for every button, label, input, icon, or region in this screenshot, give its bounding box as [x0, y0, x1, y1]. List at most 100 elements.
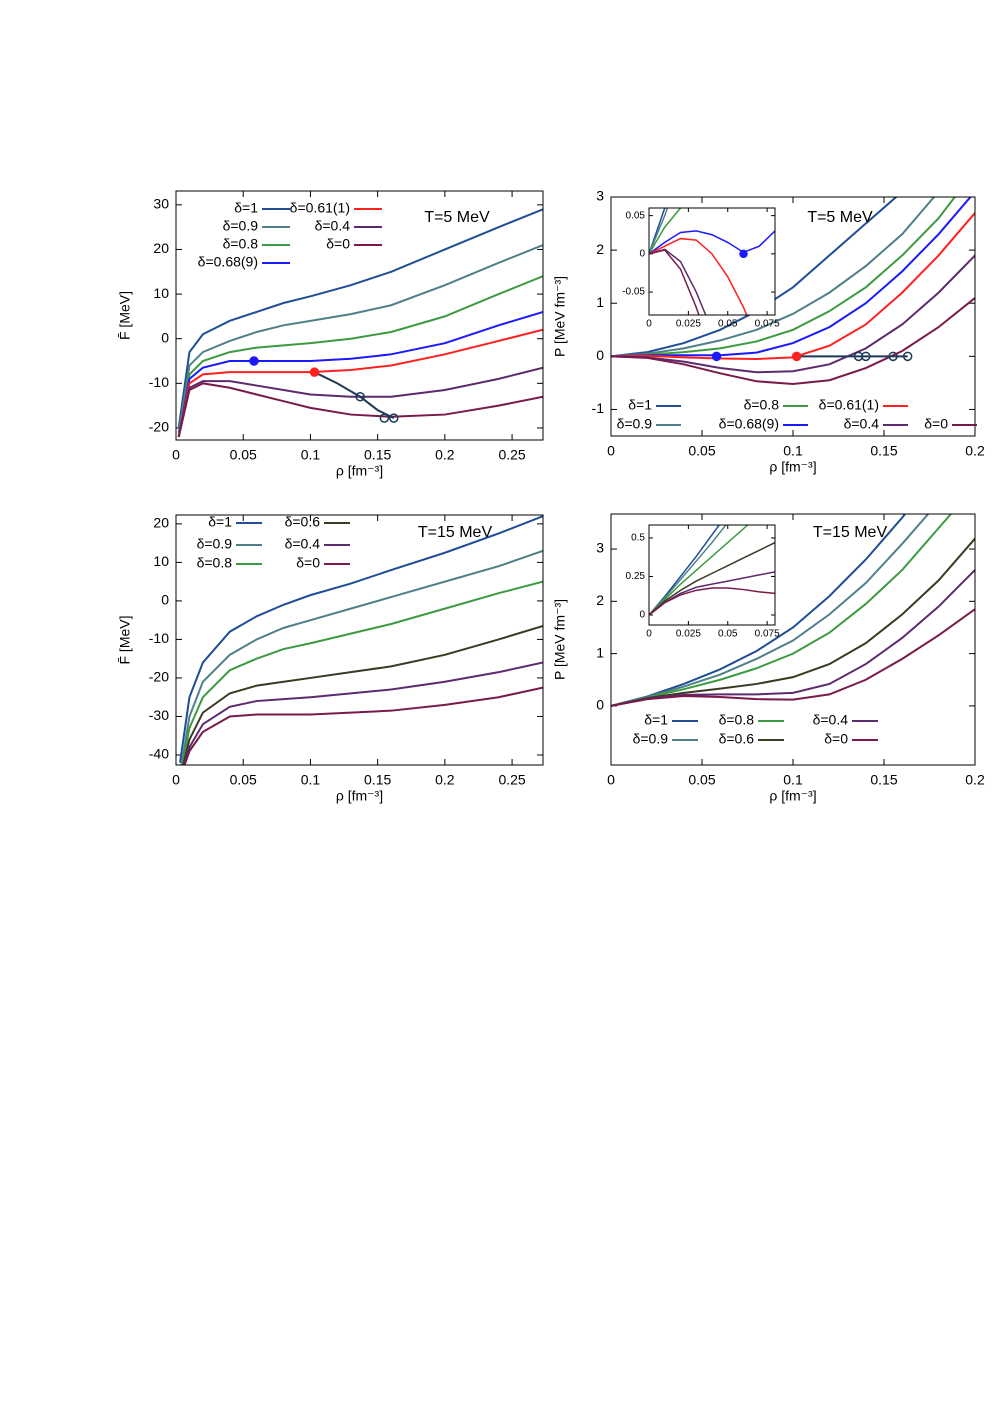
- point: [861, 351, 871, 362]
- point: [309, 367, 320, 377]
- series-line: [611, 297, 975, 385]
- point: [355, 391, 365, 402]
- legend-label: δ=0.9: [633, 731, 669, 747]
- x-tick-label: 0.25: [498, 772, 525, 788]
- series-line: [611, 197, 957, 358]
- point: [902, 351, 913, 362]
- point: [389, 413, 399, 423]
- plot-area: [611, 514, 975, 707]
- legend-label: δ=0.68(9): [719, 416, 779, 432]
- plot-area: [649, 208, 775, 315]
- x-tick-label: 0.2: [965, 772, 985, 788]
- frame: [610, 513, 976, 766]
- series-line: [177, 310, 543, 438]
- series-line: [611, 254, 975, 374]
- series-line: [179, 515, 543, 763]
- y-tick-label: 10: [153, 553, 169, 569]
- y-tick-label: -40: [149, 746, 169, 762]
- legend-label: δ=0: [924, 416, 948, 432]
- x-tick-label: 0.2: [965, 443, 985, 459]
- legend-label: δ=0.68(9): [198, 254, 258, 270]
- point: [739, 249, 748, 259]
- y-tick-label: 0: [161, 592, 169, 608]
- legend-label: δ=0.61(1): [819, 397, 879, 413]
- series-line: [649, 587, 775, 616]
- series-line: [181, 580, 543, 765]
- y-tick-label: 2: [596, 241, 604, 257]
- y-tick-label: 0: [161, 329, 169, 345]
- x-tick-label: 0.05: [688, 443, 715, 459]
- x-tick-label: 0.05: [718, 319, 738, 330]
- series-line: [649, 525, 721, 616]
- series-line: [611, 537, 975, 707]
- series-line: [611, 514, 953, 707]
- y-tick-label: 3: [596, 188, 604, 204]
- series-line: [611, 514, 930, 707]
- frame: [610, 196, 976, 437]
- coexistence-line: [314, 371, 395, 420]
- legend-label: δ=0.4: [315, 218, 351, 234]
- series-line: [649, 541, 775, 616]
- y-tick-label: 0.5: [631, 533, 645, 544]
- x-tick-label: 0.025: [676, 629, 701, 640]
- x-tick-label: 0: [646, 629, 652, 640]
- point: [888, 351, 898, 362]
- y-tick-label: 10: [153, 285, 169, 301]
- series-line: [182, 661, 543, 765]
- y-axis-label: F̄ [MeV]: [117, 615, 133, 664]
- frame: [175, 190, 544, 441]
- legend-label: δ=0.8: [719, 712, 755, 728]
- y-tick-label: 0: [596, 347, 604, 363]
- y-tick-label: 1: [596, 294, 604, 310]
- series-line: [611, 197, 898, 358]
- plot-area: [179, 515, 543, 765]
- y-tick-label: 2: [596, 592, 604, 608]
- y-tick-label: -10: [149, 630, 169, 646]
- legend-label: δ=0.9: [617, 416, 653, 432]
- y-tick-label: -1: [592, 400, 605, 416]
- y-tick-label: 0: [639, 248, 645, 259]
- series-line: [611, 197, 972, 358]
- series-line: [649, 525, 749, 616]
- y-tick-label: 30: [153, 196, 169, 212]
- legend-label: δ=0.4: [285, 536, 321, 552]
- y-tick-label: 0: [639, 610, 645, 621]
- series-line: [177, 275, 543, 438]
- y-tick-label: 0.25: [626, 571, 646, 582]
- plot-area: [611, 197, 975, 385]
- x-tick-label: 0.2: [435, 447, 455, 463]
- x-tick-label: 0.15: [364, 447, 391, 463]
- plot-area: [177, 208, 543, 438]
- x-tick-label: 0: [646, 319, 652, 330]
- point: [711, 351, 722, 362]
- legend-label: δ=0.6: [719, 731, 755, 747]
- series-line: [183, 686, 543, 765]
- x-tick-label: 0.05: [718, 629, 738, 640]
- x-tick-label: 0.15: [870, 443, 897, 459]
- legend-label: δ=0.6: [285, 514, 321, 530]
- x-tick-label: 0.1: [783, 443, 803, 459]
- x-tick-label: 0.075: [755, 629, 780, 640]
- x-tick-label: 0.1: [301, 447, 321, 463]
- legend-label: δ=0.4: [813, 712, 849, 728]
- frame: [648, 524, 776, 626]
- y-tick-label: 3: [596, 540, 604, 556]
- series-line: [649, 208, 682, 255]
- x-axis-label: ρ [fm⁻³]: [769, 788, 816, 804]
- series-line: [649, 230, 775, 255]
- x-tick-label: 0.05: [230, 772, 257, 788]
- y-axis-label: P [MeV fm⁻³]: [552, 276, 568, 357]
- x-tick-label: 0: [607, 443, 615, 459]
- series-line: [177, 328, 543, 438]
- legend-label: δ=0: [296, 555, 320, 571]
- x-tick-label: 0.1: [301, 772, 321, 788]
- legend-label: δ=1: [628, 397, 652, 413]
- legend-label: δ=1: [644, 712, 668, 728]
- y-axis-label: F̄ [MeV]: [117, 291, 133, 340]
- x-axis-label: ρ [fm⁻³]: [336, 463, 383, 479]
- series-line: [177, 208, 543, 429]
- x-tick-label: 0.05: [230, 447, 257, 463]
- frame: [648, 207, 776, 316]
- series-line: [177, 382, 543, 438]
